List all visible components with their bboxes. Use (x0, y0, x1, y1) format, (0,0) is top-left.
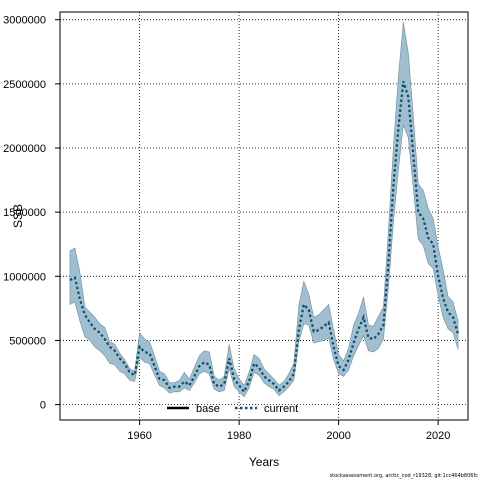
legend-label-base: base (196, 403, 220, 415)
series-line-current (69, 80, 460, 394)
x-tick-label-3: 2020 (426, 430, 450, 442)
y-tick-label-3: 1500000 (3, 207, 46, 219)
confidence-band (69, 22, 459, 398)
grid (60, 12, 468, 420)
y-tick-label-1: 500000 (9, 335, 46, 347)
x-axis-title: Years (249, 455, 279, 469)
y-tick-label-0: 0 (40, 400, 46, 412)
y-tick-label-4: 2000000 (3, 143, 46, 155)
plot-frame (59, 11, 469, 421)
axis-ticks: 1960 1980 2000 2020 0 500000 1000000 1500000 200… (3, 15, 450, 442)
y-tick-label-5: 2500000 (3, 79, 46, 91)
x-tick-label-0: 1960 (127, 430, 151, 442)
x-tick-label-2: 2000 (326, 430, 350, 442)
y-axis-title: SSB (11, 204, 25, 228)
footer-note: stockassessment.org, arctic_cod_r19328, … (329, 473, 478, 479)
x-tick-label-1: 1980 (227, 430, 251, 442)
y-tick-label-2: 1000000 (3, 271, 46, 283)
legend: base current (167, 403, 298, 415)
legend-label-current: current (264, 403, 298, 415)
y-tick-label-6: 3000000 (3, 15, 46, 27)
